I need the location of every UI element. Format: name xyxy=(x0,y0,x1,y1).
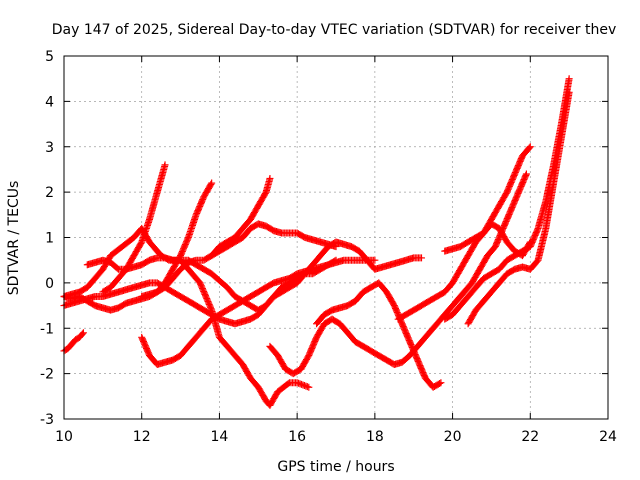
data-point xyxy=(437,379,445,387)
x-tick-label: 20 xyxy=(444,429,462,445)
data-point xyxy=(78,330,86,338)
y-tick-label: -3 xyxy=(40,412,54,428)
data-point xyxy=(526,143,534,151)
chart-title: Day 147 of 2025, Sidereal Day-to-day VTE… xyxy=(52,22,616,38)
series-track-9 xyxy=(138,256,379,369)
data-point xyxy=(79,329,87,337)
x-tick-label: 22 xyxy=(521,429,539,445)
y-tick-label: 0 xyxy=(45,276,54,292)
x-tick-label: 18 xyxy=(366,429,384,445)
series-track-6 xyxy=(138,179,216,300)
y-tick-label: -2 xyxy=(40,367,54,383)
x-axis-label: GPS time / hours xyxy=(277,459,394,475)
series-track-10 xyxy=(266,170,530,378)
y-axis-label: SDTVAR / TECUs xyxy=(6,181,22,296)
data-point xyxy=(526,239,534,247)
y-tick-label: 5 xyxy=(45,49,54,65)
y-tick-label: -1 xyxy=(40,321,54,337)
data-point xyxy=(207,180,215,188)
series-track-8 xyxy=(60,329,87,355)
data-point xyxy=(161,161,169,169)
x-tick-label: 24 xyxy=(599,429,617,445)
series-track-14 xyxy=(464,88,573,328)
data-point xyxy=(371,256,379,264)
x-tick-label: 12 xyxy=(133,429,151,445)
data-point xyxy=(207,305,215,313)
data-point xyxy=(526,238,534,246)
data-point xyxy=(565,75,573,83)
data-point xyxy=(525,144,533,152)
data-point xyxy=(208,179,216,187)
series-track-5 xyxy=(99,161,169,296)
y-tick-label: 2 xyxy=(45,185,54,201)
data-point xyxy=(565,88,573,96)
data-point xyxy=(417,254,425,262)
series-track-1 xyxy=(60,224,313,409)
data-point xyxy=(266,175,274,183)
x-tick-label: 14 xyxy=(211,429,229,445)
y-tick-label: 4 xyxy=(45,94,54,110)
series-track-12 xyxy=(394,143,534,323)
y-tick-label: 1 xyxy=(45,231,54,247)
series-track-7 xyxy=(208,175,274,260)
x-tick-label: 16 xyxy=(288,429,306,445)
data-point xyxy=(436,379,444,387)
data-point xyxy=(522,170,530,178)
x-tick-label: 10 xyxy=(55,429,73,445)
series-track-11 xyxy=(313,279,445,391)
data-point xyxy=(305,383,313,391)
data-points xyxy=(60,75,573,409)
y-tick-label: 3 xyxy=(45,140,54,156)
series-track-15 xyxy=(441,220,534,260)
